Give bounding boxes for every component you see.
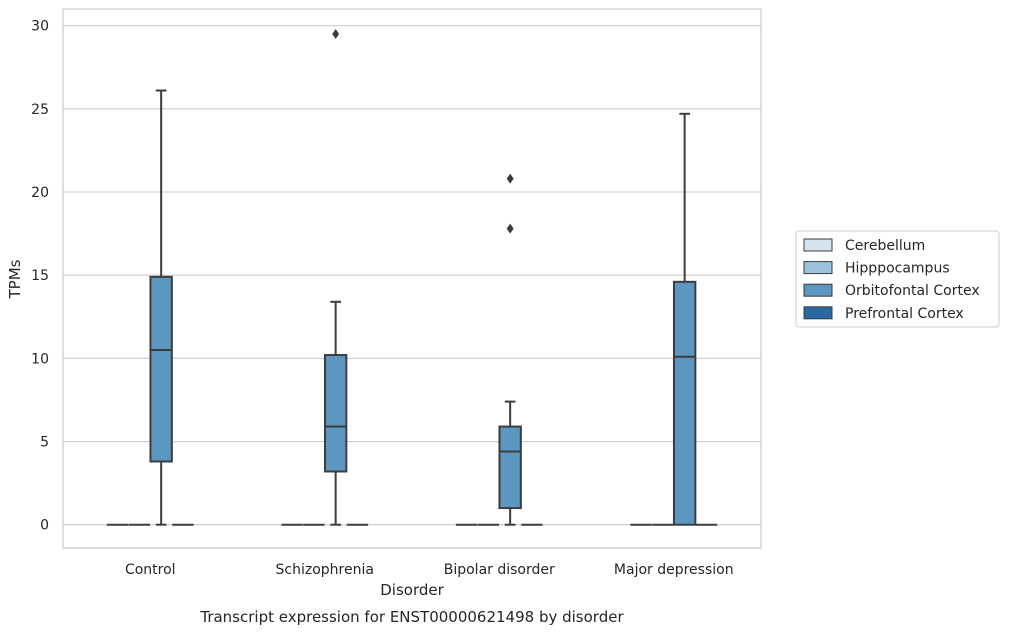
- x-tick-label-schizophrenia: Schizophrenia: [276, 562, 374, 578]
- box-orbitofontal-cortex-control: [149, 89, 173, 526]
- legend-label: Cerebellum: [845, 238, 925, 254]
- legend-label: Prefrontal Cortex: [845, 306, 964, 322]
- y-tick-label-30: 30: [31, 19, 49, 35]
- legend-label: Hipppocampus: [845, 261, 950, 277]
- y-tick-label-5: 5: [40, 435, 49, 451]
- box-orbitofontal-cortex-bipolar-disorder: [498, 173, 522, 526]
- legend-item-orbitofontal-cortex: Orbitofontal Cortex: [803, 283, 980, 299]
- box-iqr: [672, 280, 697, 526]
- x-axis-label: Disorder: [380, 581, 444, 599]
- box-iqr: [149, 275, 173, 463]
- outlier-point-0: [506, 223, 514, 234]
- x-axis-ticks: Control Schizophrenia Bipolar disorder Majo…: [125, 562, 734, 578]
- gridlines: [63, 25, 761, 526]
- legend-frame: [795, 230, 1000, 328]
- outlier-point-0: [332, 28, 340, 39]
- plot-area-frame: [62, 8, 762, 549]
- box-orbitofontal-cortex-major-depression: [672, 112, 697, 526]
- legend-item-hipppocampus: Hipppocampus: [803, 261, 950, 277]
- box-iqr: [498, 425, 522, 510]
- legend-swatch: [803, 306, 833, 320]
- box-orbitofontal-cortex-schizophrenia: [323, 28, 348, 526]
- legend-swatch: [803, 261, 833, 275]
- chart-caption: Transcript expression for ENST0000062149…: [199, 608, 624, 626]
- legend-label: Orbitofontal Cortex: [845, 283, 980, 299]
- y-tick-label-10: 10: [31, 351, 49, 367]
- legend-item-prefrontal-cortex: Prefrontal Cortex: [803, 306, 964, 322]
- outlier-point-1: [506, 173, 514, 184]
- x-tick-label-control: Control: [125, 562, 176, 578]
- legend-item-cerebellum: Cerebellum: [803, 238, 925, 254]
- legend-swatch: [803, 283, 833, 297]
- y-tick-label-0: 0: [40, 518, 49, 534]
- x-tick-label-bipolar-disorder: Bipolar disorder: [444, 562, 555, 578]
- y-tick-label-25: 25: [31, 102, 49, 118]
- legend-swatch: [803, 238, 833, 252]
- legend-items: Cerebellum Hipppocampus Orbitofontal Corte…: [803, 238, 980, 322]
- box-iqr: [323, 354, 348, 473]
- y-tick-label-15: 15: [31, 268, 49, 284]
- x-tick-label-major-depression: Major depression: [614, 562, 734, 578]
- box-series: [106, 28, 718, 526]
- y-tick-label-20: 20: [31, 185, 49, 201]
- y-axis-label: TPMs: [6, 259, 24, 299]
- legend: Cerebellum Hipppocampus Orbitofontal Corte…: [795, 230, 1000, 328]
- y-axis-ticks: 0 5 10 15 20 25 30: [31, 19, 49, 534]
